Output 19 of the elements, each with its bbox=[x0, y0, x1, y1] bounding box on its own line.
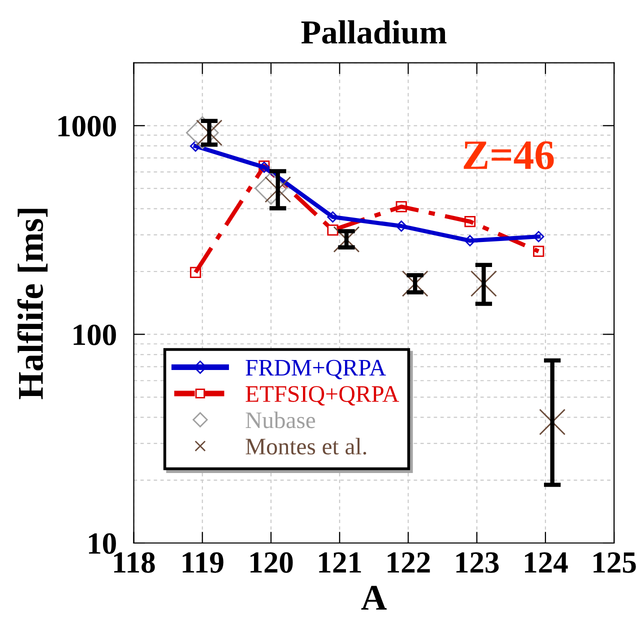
x-tick-label: 123 bbox=[456, 552, 499, 573]
annotation: Z=46 bbox=[464, 141, 554, 170]
x-tick-label: 122 bbox=[388, 552, 430, 573]
y-tick-label: 100 bbox=[74, 324, 116, 346]
x-axis-title: A bbox=[361, 586, 387, 610]
y-tick-label: 1000 bbox=[58, 116, 116, 137]
chart-title: Palladium bbox=[301, 20, 447, 44]
y-tick-label: 10 bbox=[88, 533, 116, 554]
y-axis-title: Halflife [ms] bbox=[17, 208, 48, 400]
legend-label: ETFSIQ+QRPA bbox=[246, 386, 400, 406]
x-tick-label: 125 bbox=[594, 552, 636, 573]
x-tick-label: 120 bbox=[250, 552, 293, 573]
legend-label: FRDM+QRPA bbox=[246, 360, 386, 380]
x-tick-label: 124 bbox=[524, 552, 568, 573]
legend-label: Montes et al. bbox=[246, 438, 366, 455]
x-tick-label: 119 bbox=[182, 552, 224, 573]
legend-label: Nubase bbox=[246, 412, 316, 428]
x-tick-label: 118 bbox=[114, 552, 155, 573]
x-tick-label: 121 bbox=[319, 552, 361, 573]
